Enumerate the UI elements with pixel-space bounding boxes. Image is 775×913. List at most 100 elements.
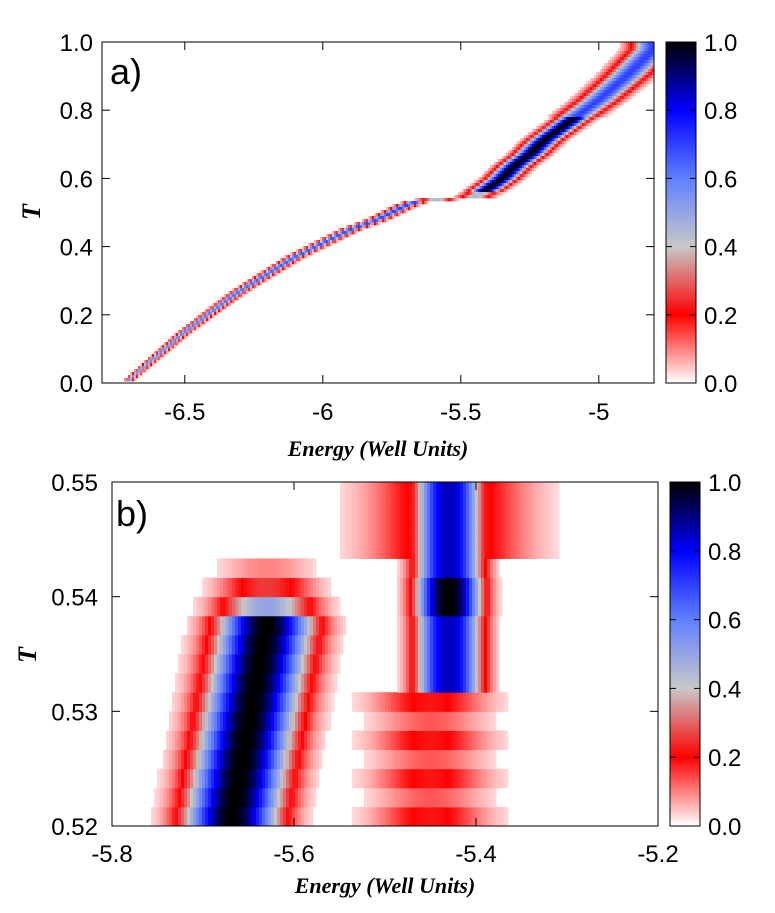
heat-cell [181, 768, 185, 789]
heat-cell [226, 768, 230, 789]
heat-cell [580, 129, 583, 133]
heat-cell [259, 730, 263, 751]
heat-cell [622, 81, 625, 85]
heat-cell [502, 180, 505, 184]
heat-cell [397, 501, 401, 521]
heat-cell [544, 129, 547, 133]
heat-cell [478, 673, 482, 693]
heat-cell [648, 54, 651, 58]
heat-cell [313, 711, 317, 731]
heat-cell [472, 186, 475, 190]
heat-cell [187, 654, 191, 674]
heat-cell [516, 165, 519, 169]
heat-cell [544, 159, 547, 163]
heat-cell [652, 78, 654, 82]
heat-cell [397, 482, 401, 502]
heat-cell [385, 482, 389, 502]
heat-cell [260, 273, 263, 277]
heat-cell [304, 252, 307, 256]
heat-cell [214, 596, 218, 617]
heat-cell [511, 482, 515, 502]
heat-cell [180, 330, 183, 334]
heat-cell [594, 96, 597, 100]
heat-cell [241, 654, 245, 674]
heat-cell [574, 93, 577, 97]
heat-cell [313, 654, 317, 674]
heat-cell [523, 482, 527, 502]
heat-cell [184, 730, 188, 751]
heat-cell [530, 159, 533, 163]
heat-cell [388, 210, 391, 214]
heat-cell [211, 673, 215, 693]
heat-cell [223, 673, 227, 693]
heat-cell [397, 615, 401, 636]
heat-cell [478, 749, 482, 770]
heat-cell [612, 87, 615, 91]
heat-cell [440, 198, 443, 202]
heat-cell [238, 654, 242, 674]
heat-cell [415, 558, 419, 579]
heat-cell [289, 615, 293, 636]
heat-cell [554, 126, 557, 130]
heat-cell [421, 768, 425, 789]
heat-cell [234, 294, 237, 298]
heat-cell [546, 135, 549, 139]
heat-cell [638, 42, 641, 46]
heat-cell [316, 577, 320, 598]
heat-cell [376, 749, 380, 770]
heat-cell [364, 730, 368, 751]
heat-cell [252, 285, 255, 289]
heat-cell [522, 174, 525, 178]
heat-cell [445, 654, 449, 674]
heat-cell [286, 261, 289, 265]
heat-cell [181, 634, 185, 655]
heat-cell [235, 615, 239, 636]
heat-cell [499, 768, 503, 789]
heat-cell [618, 81, 621, 85]
heat-cell [424, 577, 428, 598]
heat-cell [564, 114, 567, 118]
heat-cell [590, 105, 593, 109]
heat-cell [313, 558, 317, 579]
heat-cell [418, 787, 422, 808]
heat-cell [550, 114, 553, 118]
heat-cell [502, 186, 505, 190]
heat-cell [188, 330, 191, 334]
heat-cell [134, 378, 137, 382]
heat-cell [256, 768, 260, 789]
heat-cell [240, 294, 243, 298]
heat-cell [235, 730, 239, 751]
heat-cell [445, 520, 449, 540]
heat-cell [454, 520, 458, 540]
heat-cell [223, 654, 227, 674]
heat-cell [304, 787, 308, 808]
heat-cell [562, 129, 565, 133]
heat-cell [582, 114, 585, 118]
heat-cell [205, 768, 209, 789]
heat-cell [175, 673, 179, 693]
heat-cell [492, 165, 495, 169]
heat-cell [174, 333, 177, 337]
heat-cell [499, 482, 503, 502]
heat-cell [367, 768, 371, 789]
heat-cell [481, 787, 485, 808]
heat-cell [295, 711, 299, 731]
heat-cell [475, 539, 479, 559]
heat-cell [193, 768, 197, 789]
heat-cell [560, 120, 563, 124]
heat-cell [602, 105, 605, 109]
heat-cell [586, 87, 589, 91]
heat-cell [199, 768, 203, 789]
heat-cell [154, 806, 158, 826]
heat-cell [506, 189, 509, 193]
heat-cell [274, 711, 278, 731]
heat-cell [415, 768, 419, 789]
heat-cell [584, 111, 587, 115]
heat-cell [295, 806, 299, 826]
heat-cell [512, 174, 515, 178]
heat-cell [270, 276, 273, 280]
heat-cell [528, 141, 531, 145]
heat-cell [624, 72, 627, 76]
heat-cell [634, 45, 637, 49]
heat-cell [580, 93, 583, 97]
